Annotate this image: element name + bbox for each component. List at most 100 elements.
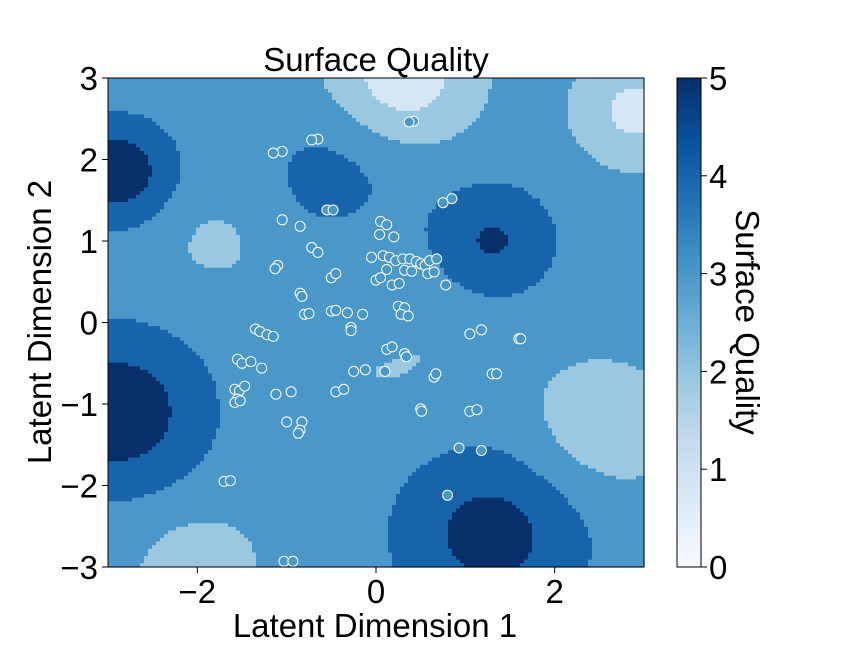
contour-cell xyxy=(328,133,333,137)
contour-cell xyxy=(440,177,445,181)
contour-cell xyxy=(268,104,273,108)
contour-cell xyxy=(236,180,241,184)
contour-cell xyxy=(164,111,169,115)
contour-cell xyxy=(532,114,537,118)
contour-cell xyxy=(536,82,541,86)
contour-cell xyxy=(352,104,357,108)
contour-cell xyxy=(256,180,261,184)
contour-cell xyxy=(168,111,173,115)
contour-cell xyxy=(560,155,565,159)
contour-cell xyxy=(408,155,413,159)
contour-cell xyxy=(608,166,613,170)
contour-cell xyxy=(324,89,329,93)
contour-cell xyxy=(280,202,285,206)
contour-cell xyxy=(368,129,373,133)
contour-cell xyxy=(244,169,249,173)
contour-cell xyxy=(396,118,401,122)
contour-cell xyxy=(604,144,609,148)
contour-cell xyxy=(280,104,285,108)
contour-cell xyxy=(560,173,565,177)
contour-cell xyxy=(400,104,405,108)
contour-cell xyxy=(200,158,205,162)
contour-cell xyxy=(252,151,257,155)
contour-cell xyxy=(352,198,357,202)
contour-cell xyxy=(280,195,285,199)
contour-cell xyxy=(580,96,585,100)
contour-cell xyxy=(484,187,489,191)
contour-cell xyxy=(316,96,321,100)
contour-cell xyxy=(264,114,269,118)
contour-cell xyxy=(468,114,473,118)
contour-cell xyxy=(336,96,341,100)
contour-cell xyxy=(144,180,149,184)
contour-cell xyxy=(468,184,473,188)
contour-cell xyxy=(156,89,161,93)
contour-cell xyxy=(224,202,229,206)
contour-cell xyxy=(336,166,341,170)
contour-cell xyxy=(564,184,569,188)
contour-cell xyxy=(500,147,505,151)
contour-cell xyxy=(180,144,185,148)
contour-cell xyxy=(472,89,477,93)
contour-cell xyxy=(236,187,241,191)
contour-cell xyxy=(260,107,265,111)
contour-cell xyxy=(600,191,605,195)
contour-cell xyxy=(244,89,249,93)
contour-cell xyxy=(576,202,581,206)
contour-cell xyxy=(376,133,381,137)
contour-cell xyxy=(472,151,477,155)
contour-cell xyxy=(548,122,553,126)
contour-cell xyxy=(504,129,509,133)
contour-cell xyxy=(584,180,589,184)
contour-cell xyxy=(500,155,505,159)
contour-cell xyxy=(408,147,413,151)
contour-cell xyxy=(452,144,457,148)
contour-cell xyxy=(476,147,481,151)
contour-cell xyxy=(364,96,369,100)
contour-cell xyxy=(140,82,145,86)
contour-cell xyxy=(144,85,149,89)
contour-cell xyxy=(580,144,585,148)
contour-cell xyxy=(624,118,629,122)
contour-cell xyxy=(196,133,201,137)
contour-cell xyxy=(340,202,345,206)
contour-cell xyxy=(572,96,577,100)
contour-cell xyxy=(188,125,193,129)
contour-cell xyxy=(624,206,629,210)
contour-cell xyxy=(300,104,305,108)
contour-cell xyxy=(596,147,601,151)
contour-cell xyxy=(400,191,405,195)
contour-cell xyxy=(380,140,385,144)
contour-cell xyxy=(636,82,641,86)
contour-cell xyxy=(456,93,461,97)
contour-cell xyxy=(200,104,205,108)
contour-cell xyxy=(328,187,333,191)
contour-cell xyxy=(280,111,285,115)
contour-cell xyxy=(488,93,493,97)
contour-cell xyxy=(372,78,377,82)
contour-cell xyxy=(132,100,137,104)
contour-cell xyxy=(288,136,293,140)
contour-cell xyxy=(436,187,441,191)
contour-cell xyxy=(268,118,273,122)
contour-cell xyxy=(176,158,181,162)
contour-cell xyxy=(328,93,333,97)
contour-cell xyxy=(192,180,197,184)
contour-cell xyxy=(268,122,273,126)
contour-cell xyxy=(112,107,117,111)
contour-cell xyxy=(156,136,161,140)
contour-cell xyxy=(376,151,381,155)
contour-cell xyxy=(396,107,401,111)
contour-cell xyxy=(628,114,633,118)
contour-cell xyxy=(564,169,569,173)
contour-cell xyxy=(360,125,365,129)
contour-cell xyxy=(284,166,289,170)
contour-cell xyxy=(308,202,313,206)
contour-cell xyxy=(228,155,233,159)
contour-cell xyxy=(156,104,161,108)
contour-cell xyxy=(588,202,593,206)
contour-cell xyxy=(552,118,557,122)
contour-cell xyxy=(228,111,233,115)
contour-cell xyxy=(440,118,445,122)
contour-cell xyxy=(636,96,641,100)
